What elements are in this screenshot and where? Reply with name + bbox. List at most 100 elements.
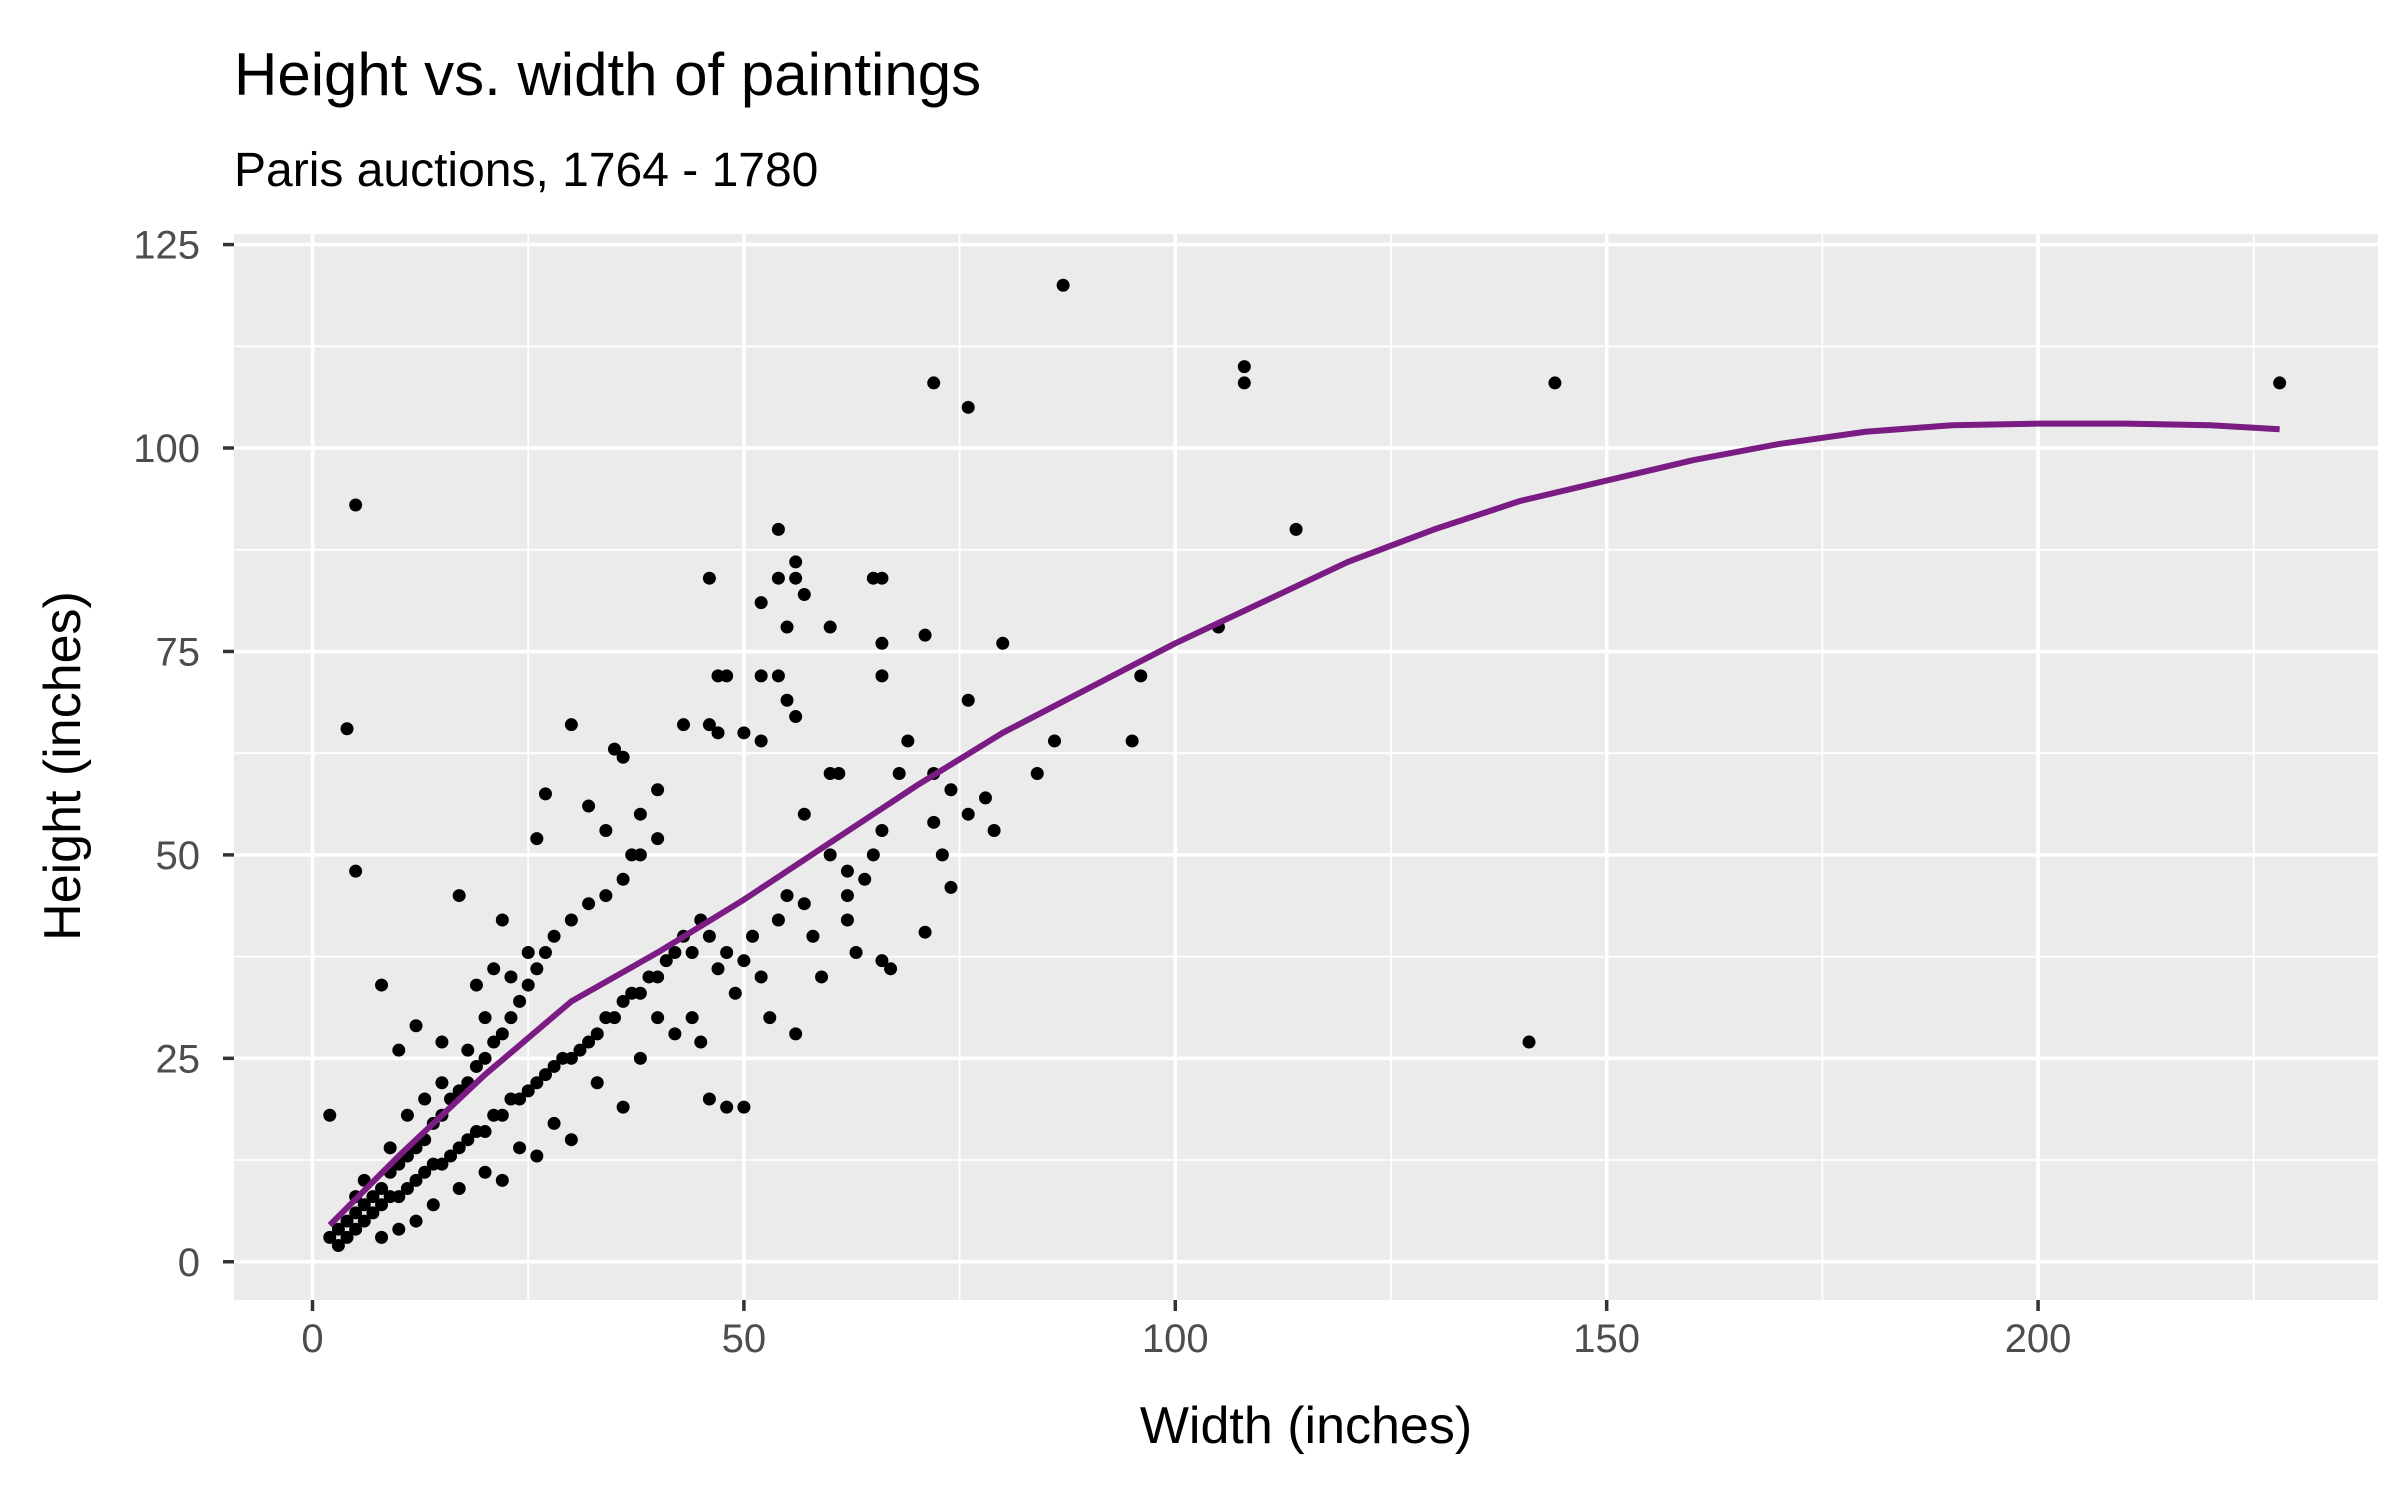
panel-background (234, 234, 2378, 1300)
data-point (547, 1116, 561, 1130)
data-point (728, 986, 742, 1000)
data-point (875, 669, 889, 683)
data-point (815, 970, 829, 984)
data-point (418, 1165, 432, 1179)
data-point (2273, 376, 2287, 390)
data-point (323, 1108, 337, 1122)
data-point (858, 872, 872, 886)
data-point (961, 807, 975, 821)
data-point (513, 1141, 527, 1155)
data-point (340, 722, 354, 736)
data-point (504, 970, 518, 984)
data-point (1522, 1035, 1536, 1049)
data-point (927, 815, 941, 829)
data-point (392, 1043, 406, 1057)
data-point (538, 946, 552, 960)
data-point (357, 1198, 371, 1212)
data-point (651, 783, 665, 797)
smooth-line (327, 420, 2280, 1228)
data-point (599, 889, 613, 903)
data-point (452, 1141, 466, 1155)
data-point (418, 1092, 432, 1106)
data-point (754, 596, 768, 610)
data-point (711, 962, 725, 976)
data-point (487, 962, 501, 976)
data-point (349, 1222, 363, 1236)
data-point (599, 823, 613, 837)
data-point (944, 880, 958, 894)
data-point (771, 669, 785, 683)
data-point (616, 1100, 630, 1114)
y-tick-label: 0 (178, 1241, 200, 1285)
x-tick-label: 150 (1573, 1317, 1640, 1361)
data-point (797, 807, 811, 821)
data-point (400, 1182, 414, 1196)
data-point (400, 1108, 414, 1122)
data-point (616, 994, 630, 1008)
data-point (677, 718, 691, 732)
chart-title: Height vs. width of paintings (234, 41, 981, 108)
y-axis-title: Height (inches) (34, 591, 92, 941)
data-point (392, 1190, 406, 1204)
data-point (582, 799, 596, 813)
x-tick-label: 200 (2005, 1317, 2072, 1361)
data-point (633, 986, 647, 1000)
data-point (875, 823, 889, 837)
data-point (521, 946, 535, 960)
data-point (978, 791, 992, 805)
data-point (375, 1182, 389, 1196)
y-tick-label: 100 (133, 427, 200, 471)
data-point (478, 1165, 492, 1179)
data-point (375, 1198, 389, 1212)
data-point (823, 620, 837, 634)
data-point (1134, 669, 1148, 683)
data-point (668, 1027, 682, 1041)
data-point (487, 1035, 501, 1049)
data-point (737, 1100, 751, 1114)
data-point (495, 1173, 509, 1187)
data-point (375, 978, 389, 992)
data-point (582, 1035, 596, 1049)
data-point (409, 1214, 423, 1228)
data-point (349, 1206, 363, 1220)
data-point (530, 1149, 544, 1163)
data-point (754, 970, 768, 984)
data-point (866, 848, 880, 862)
data-point (349, 498, 363, 512)
data-point (340, 1214, 354, 1228)
data-point (720, 1100, 734, 1114)
data-point (530, 832, 544, 846)
data-point (435, 1076, 449, 1090)
data-point (538, 1068, 552, 1082)
data-point (521, 1084, 535, 1098)
x-tick-label: 0 (301, 1317, 323, 1361)
data-point (582, 897, 596, 911)
data-point (702, 929, 716, 943)
data-point (590, 1027, 604, 1041)
data-point (659, 954, 673, 968)
data-point (771, 913, 785, 927)
data-point (754, 669, 768, 683)
data-point (461, 1043, 475, 1057)
data-point (590, 1076, 604, 1090)
data-point (435, 1157, 449, 1171)
data-point (633, 848, 647, 862)
data-point (1237, 376, 1251, 390)
data-point (564, 718, 578, 732)
data-point (780, 693, 794, 707)
data-point (478, 1011, 492, 1025)
data-point (495, 913, 509, 927)
data-point (789, 1027, 803, 1041)
y-tick-label: 75 (156, 630, 201, 674)
data-point (789, 555, 803, 569)
x-axis-title: Width (inches) (1140, 1397, 1472, 1455)
data-point (797, 897, 811, 911)
data-point (530, 962, 544, 976)
y-tick-label: 50 (156, 834, 201, 878)
data-point (944, 783, 958, 797)
data-point (840, 864, 854, 878)
data-point (927, 376, 941, 390)
data-point (478, 1125, 492, 1139)
data-point (521, 978, 535, 992)
